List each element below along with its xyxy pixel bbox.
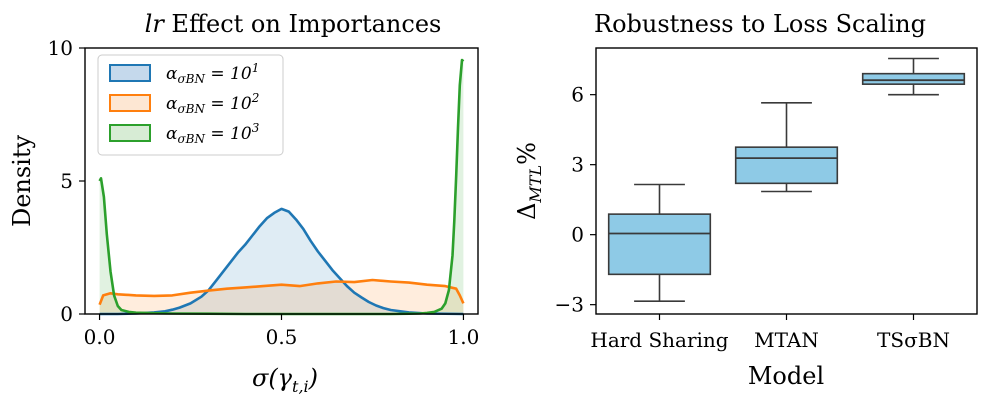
left-legend: ασBN = 101 ασBN = 102 ασBN = 103 xyxy=(97,54,284,156)
left-x-tick-label: 0.5 xyxy=(266,325,298,349)
box-1 xyxy=(607,183,712,302)
right-panel: Robustness to Loss Scaling Hard Sharing M… xyxy=(513,10,978,390)
right-title: Robustness to Loss Scaling xyxy=(594,10,926,38)
legend-label-2: ασBN = 102 xyxy=(166,91,259,116)
box-body xyxy=(861,72,966,85)
right-x-tick-label: MTAN xyxy=(754,328,819,352)
right-y-tick-label: −3 xyxy=(555,293,584,317)
right-y-label-sub: MTL xyxy=(526,165,545,204)
right-x-axis-label: Model xyxy=(748,362,824,390)
right-y-label-sup: % xyxy=(513,142,541,165)
box-body xyxy=(734,146,839,185)
right-x-tick-label: TSσBN xyxy=(877,328,950,352)
right-y-axis: −3 0 3 6 xyxy=(555,83,596,317)
left-panel: lr Effect on Importances 0.0 0.5 1.0 0510 … xyxy=(8,10,479,396)
left-x-tick-label: 0.0 xyxy=(84,325,116,349)
legend-swatch-1 xyxy=(109,64,151,82)
left-y-tick-label: 5 xyxy=(60,169,73,193)
series-area-1 xyxy=(99,208,464,314)
left-title-italic: lr xyxy=(145,10,166,38)
right-y-tick-label: 3 xyxy=(571,153,584,177)
left-x-tick-label: 1.0 xyxy=(448,325,480,349)
left-y-axis-label: Density xyxy=(8,135,36,228)
left-y-tick-label: 10 xyxy=(48,36,73,60)
right-y-axis-label: ΔMTL% xyxy=(513,142,545,220)
right-y-label-main: Δ xyxy=(513,203,541,220)
left-title-rest: Effect on Importances xyxy=(164,10,442,38)
left-y-axis: 0 5 10 xyxy=(48,36,85,326)
box-3 xyxy=(861,57,966,96)
left-title: lr Effect on Importances xyxy=(145,10,442,38)
left-y-tick-label: 0 xyxy=(60,302,73,326)
right-box-group xyxy=(607,57,966,302)
legend-swatch-3 xyxy=(109,124,151,142)
right-y-tick-label: 0 xyxy=(571,223,584,247)
series-line-2 xyxy=(98,278,465,306)
legend-swatch-2 xyxy=(109,94,151,112)
box-2 xyxy=(734,102,839,193)
right-y-tick-label: 6 xyxy=(571,83,584,107)
box-body xyxy=(607,213,712,276)
right-x-axis: Hard Sharing MTAN TSσBN xyxy=(590,314,950,352)
right-x-tick-label: Hard Sharing xyxy=(590,328,728,352)
series-area-2 xyxy=(99,280,464,314)
series-line-1 xyxy=(99,207,464,316)
left-x-axis: 0.0 0.5 1.0 xyxy=(84,314,480,349)
left-x-axis-label: σ(γt,i) xyxy=(252,364,318,396)
legend-entry-2: ασBN = 102 xyxy=(109,91,259,116)
